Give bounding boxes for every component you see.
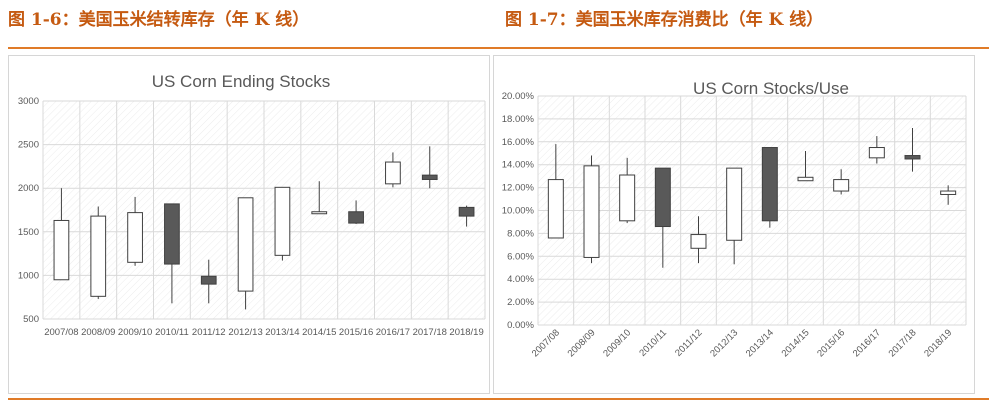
y-tick-label: 1500 [18, 227, 39, 238]
candle-body [127, 212, 143, 263]
candle-body [940, 190, 957, 195]
chart-panel-ending-stocks: US Corn Ending Stocks 500 1000 1500 2000 2500… [8, 55, 490, 394]
x-tick-label: 2011/12 [192, 327, 226, 338]
x-tick-label: 2014/15 [780, 327, 812, 359]
candle-body [690, 234, 707, 249]
x-tick-label: 2010/11 [637, 327, 669, 359]
y-tick-label: 8.00% [507, 228, 534, 239]
figure-caption-left: 图 1-6：美国玉米结转库存（年 K 线） [8, 10, 310, 30]
x-tick-label: 2008/09 [81, 327, 115, 338]
x-tick-label: 2007/08 [530, 327, 562, 359]
candle-body [547, 179, 564, 239]
y-tick-label: 2000 [18, 183, 39, 194]
figure-caption-right: 图 1-7：美国玉米库存消费比（年 K 线） [505, 10, 824, 30]
y-tick-label: 500 [23, 314, 39, 325]
chart-title: US Corn Ending Stocks [152, 72, 331, 91]
candle-body [200, 275, 217, 285]
x-tick-label: 2012/13 [228, 327, 262, 338]
x-tick-label: 2017/18 [887, 327, 919, 359]
candle-body [164, 203, 180, 265]
x-tick-label: 2014/15 [302, 327, 336, 338]
x-tick-label: 2013/14 [744, 327, 776, 359]
candle-body [726, 167, 743, 241]
candle-body [53, 219, 70, 281]
x-tick-label: 2008/09 [566, 327, 598, 359]
y-tick-label: 12.00% [502, 183, 535, 194]
candle-body [868, 147, 885, 159]
x-tick-label: 2009/10 [601, 327, 633, 359]
y-tick-label: 3000 [18, 96, 39, 107]
candle-body [833, 179, 850, 192]
y-tick-label: 6.00% [507, 251, 534, 262]
x-tick-label: 2011/12 [673, 327, 705, 359]
candle-body [904, 155, 921, 160]
chart-ending-stocks: US Corn Ending Stocks 500 1000 1500 2000 2500… [18, 72, 486, 338]
candle-body [797, 176, 814, 182]
x-tick-label: 2018/19 [922, 327, 954, 359]
x-tick-label: 2009/10 [118, 327, 152, 338]
candle-body [761, 147, 778, 222]
x-tick-label: 2016/17 [376, 327, 410, 338]
candle-body [90, 215, 107, 297]
x-tick-label: 2018/19 [449, 327, 483, 338]
x-tick-label: 2010/11 [155, 327, 189, 338]
y-tick-label: 10.00% [502, 206, 535, 217]
top-rule [8, 47, 989, 49]
y-tick-label: 2.00% [507, 297, 534, 308]
candle-body [421, 174, 438, 180]
candle-body [619, 174, 636, 222]
candle-body [274, 186, 291, 256]
x-tick-label: 2017/18 [413, 327, 447, 338]
chart-stocks-use: US Corn Stocks/Use 0.00% 2.00% 4.00% 6.00% 8.… [502, 79, 967, 359]
x-tick-label: 2012/13 [708, 327, 740, 359]
y-tick-label: 14.00% [502, 160, 535, 171]
x-tick-label: 2013/14 [265, 327, 299, 338]
bottom-rule [8, 398, 989, 400]
x-tick-label: 2015/16 [339, 327, 373, 338]
candle-body [654, 167, 671, 228]
candle-body [348, 211, 364, 224]
candle-body [583, 165, 600, 258]
y-tick-label: 18.00% [502, 114, 535, 125]
chart-panel-stocks-use: US Corn Stocks/Use 0.00% 2.00% 4.00% 6.00% 8.… [493, 55, 975, 394]
candle-body [311, 211, 328, 215]
candle-body [385, 161, 401, 185]
x-tick-label: 2016/17 [851, 327, 883, 359]
x-tick-label: 2015/16 [815, 327, 847, 359]
candle-body [237, 197, 254, 292]
y-tick-label: 4.00% [507, 274, 534, 285]
x-tick-label: 2007/08 [44, 327, 78, 338]
y-tick-label: 20.00% [502, 91, 535, 102]
y-tick-label: 2500 [18, 140, 39, 151]
y-tick-label: 1000 [18, 270, 39, 281]
y-tick-label: 16.00% [502, 137, 535, 148]
y-tick-label: 0.00% [507, 320, 534, 331]
chart-title: US Corn Stocks/Use [693, 79, 849, 98]
candle-body [458, 206, 475, 217]
